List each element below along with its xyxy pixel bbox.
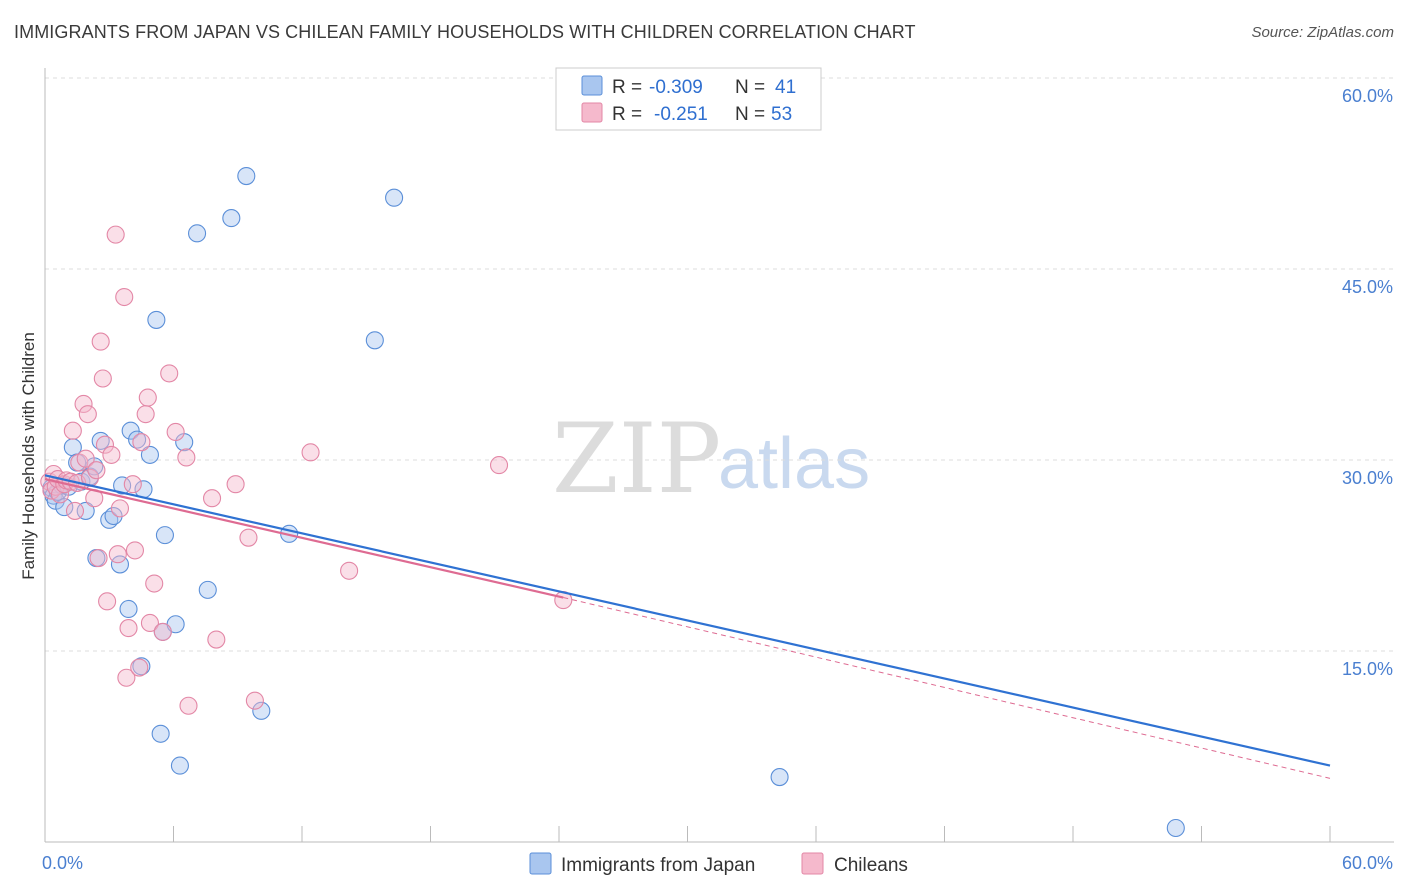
- watermark: ZIP atlas: [552, 403, 870, 515]
- bottom-legend-japan-swatch: [529, 852, 552, 875]
- chile-trend-line: [44, 478, 564, 599]
- bottom-legend-chile-label: Chileans: [834, 855, 908, 876]
- bottom-legend-japan-label: Immigrants from Japan: [561, 855, 755, 876]
- japan-point-32: [188, 224, 207, 243]
- bottom-legend-chile-swatch: [801, 852, 824, 875]
- y-tick-label-30: 30.0%: [1342, 468, 1393, 488]
- chile-trend-extension: [563, 597, 1331, 779]
- chile-point-19: [89, 548, 108, 568]
- x-axis-ticks: [44, 826, 1331, 842]
- y-tick-label-15: 15.0%: [1342, 659, 1393, 679]
- legend-chile-swatch: [581, 102, 603, 123]
- chile-point-45: [207, 630, 226, 649]
- chile-point-14: [76, 449, 95, 468]
- chile-point-42: [177, 448, 196, 467]
- chile-point-34: [132, 433, 151, 452]
- chile-point-51: [489, 456, 509, 475]
- japan-point-16: [104, 506, 123, 526]
- legend-chile-n-value: 53: [771, 104, 792, 125]
- chile-point-44: [203, 489, 222, 508]
- japan-point-33: [198, 580, 217, 599]
- chile-point-23: [98, 592, 117, 611]
- legend-chile-r-value: -0.251: [654, 104, 708, 125]
- chile-point-22: [95, 435, 115, 454]
- chile-point-35: [136, 405, 155, 424]
- chile-point-18: [87, 461, 106, 480]
- y-tick-label-60: 60.0%: [1342, 86, 1393, 106]
- japan-point-31: [170, 756, 189, 775]
- chile-point-15: [78, 405, 97, 424]
- chile-point-28: [115, 287, 134, 307]
- japan-point-34: [222, 209, 241, 228]
- chile-point-24: [102, 445, 121, 464]
- legend-japan-n-label: N =: [735, 77, 765, 98]
- chile-point-9: [63, 421, 82, 440]
- japan-point-36: [252, 701, 271, 720]
- chile-point-48: [245, 691, 264, 710]
- legend-chile-n-label: N =: [735, 104, 765, 125]
- y-axis-tick-labels: 15.0% 30.0% 45.0% 60.0%: [1342, 86, 1393, 679]
- japan-point-38: [365, 331, 384, 350]
- legend-japan-n-value: 41: [775, 77, 796, 98]
- chile-point-37: [140, 613, 159, 633]
- trend-lines: [44, 474, 1331, 779]
- chile-point-20: [91, 332, 110, 351]
- chart-source: Source: ZipAtlas.com: [1251, 24, 1394, 41]
- japan-point-27: [155, 526, 174, 545]
- chile-point-46: [226, 475, 245, 494]
- watermark-atlas: atlas: [718, 424, 870, 504]
- chile-point-39: [153, 622, 172, 641]
- top-legend: R = -0.309 N = 41 R = -0.251 N = 53: [555, 67, 822, 131]
- japan-point-41: [1166, 818, 1185, 838]
- chile-point-31: [123, 475, 142, 494]
- x-tick-label-max: 60.0%: [1342, 853, 1393, 873]
- chile-point-43: [179, 696, 198, 715]
- legend-chile-r-label: R =: [612, 104, 642, 125]
- chart-title: IMMIGRANTS FROM JAPAN VS CHILEAN FAMILY …: [14, 22, 916, 42]
- x-tick-label-min: 0.0%: [42, 853, 83, 873]
- chile-point-30: [119, 619, 138, 638]
- japan-point-19: [119, 599, 138, 619]
- japan-trend-line: [44, 474, 1331, 767]
- chile-point-13: [74, 394, 93, 414]
- japan-point-35: [237, 166, 256, 186]
- chile-point-40: [160, 364, 179, 383]
- chile-point-10: [65, 501, 85, 520]
- chile-point-49: [301, 443, 320, 462]
- chile-point-26: [108, 545, 127, 564]
- y-tick-label-45: 45.0%: [1342, 277, 1393, 297]
- watermark-zip: ZIP: [552, 403, 721, 515]
- chile-point-21: [93, 369, 112, 388]
- grid-lines: [45, 77, 1394, 652]
- chile-point-41: [166, 422, 185, 442]
- japan-point-30: [147, 310, 166, 329]
- chile-point-50: [340, 561, 359, 580]
- chile-point-38: [145, 574, 164, 593]
- bottom-legend: Immigrants from Japan Chileans: [529, 852, 908, 876]
- chile-point-47: [239, 528, 258, 547]
- chile-point-36: [138, 388, 157, 407]
- chile-point-29: [117, 668, 136, 687]
- japan-point-10: [76, 501, 95, 520]
- japan-point-26: [151, 724, 170, 743]
- legend-japan-r-value: -0.309: [649, 77, 703, 98]
- legend-japan-swatch: [581, 75, 603, 96]
- japan-point-40: [770, 768, 789, 787]
- series-chile-points: [40, 225, 573, 715]
- chile-point-33: [130, 658, 149, 677]
- japan-point-24: [140, 445, 159, 464]
- legend-japan-r-label: R =: [612, 77, 642, 98]
- japan-point-39: [385, 188, 404, 207]
- chile-point-27: [110, 499, 130, 518]
- chile-point-25: [106, 225, 125, 244]
- y-axis-title: Family Households with Children: [19, 332, 38, 580]
- japan-point-20: [121, 421, 140, 440]
- chile-point-32: [125, 541, 144, 560]
